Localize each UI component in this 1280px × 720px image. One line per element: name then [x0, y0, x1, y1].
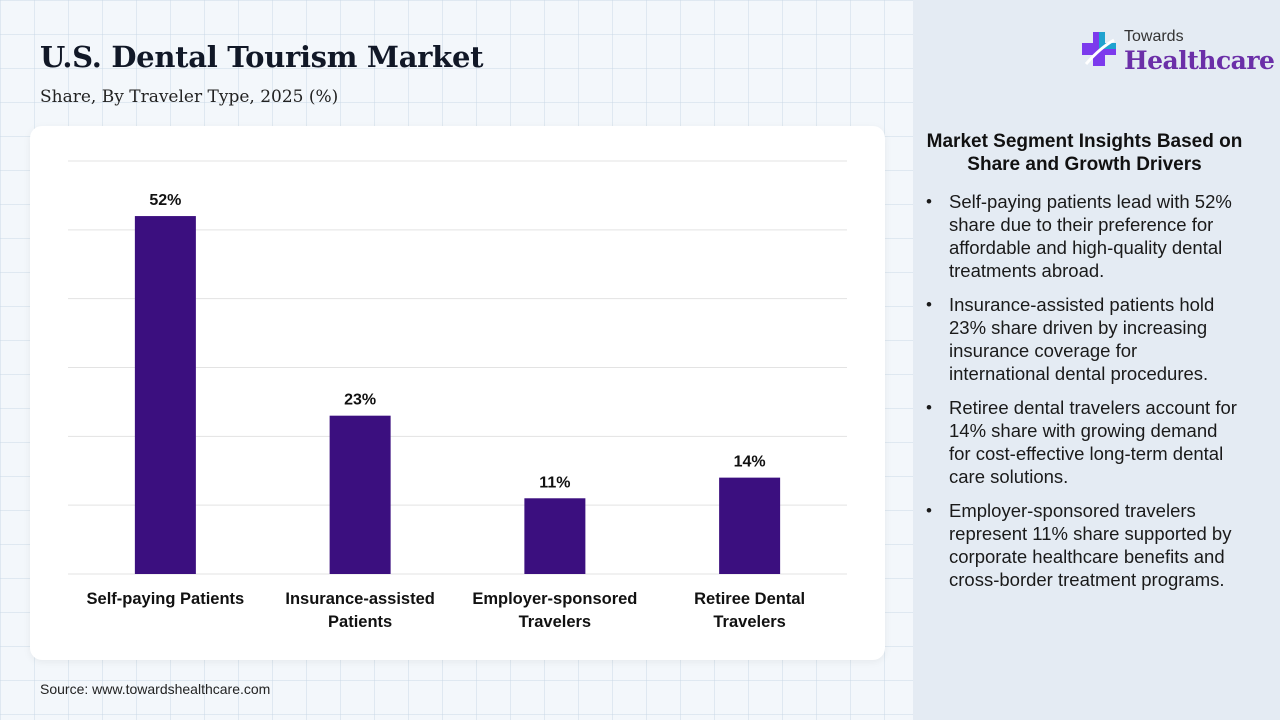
medical-cross-icon: [1082, 32, 1116, 66]
x-tick-label: Patients: [328, 613, 392, 631]
page-title: U.S. Dental Tourism Market: [40, 40, 484, 74]
data-label: 23%: [344, 392, 376, 409]
x-tick-label: Travelers: [519, 613, 591, 631]
insight-item: Retiree dental travelers account for 14%…: [922, 396, 1242, 488]
insight-item: Employer-sponsored travelers represent 1…: [922, 499, 1242, 591]
insights-list: Self-paying patients lead with 52% share…: [922, 190, 1242, 602]
bar: [329, 415, 391, 574]
logo-text-top: Towards: [1124, 28, 1184, 45]
x-tick-label: Retiree Dental: [694, 590, 805, 608]
bar-chart: 52% Self-paying Patients 23% Insurance-assi…: [68, 160, 847, 631]
data-label: 14%: [734, 454, 766, 471]
bar: [134, 216, 196, 575]
data-label: 11%: [539, 474, 570, 491]
insight-item: Insurance-assisted patients hold 23% sha…: [922, 293, 1242, 385]
x-tick-label: Insurance-assisted: [285, 590, 434, 608]
towards-healthcare-logo: Towards Healthcare: [1080, 28, 1275, 78]
logo-text-bottom: Healthcare: [1124, 46, 1275, 75]
bar: [719, 477, 781, 574]
x-tick-label: Self-paying Patients: [87, 590, 245, 608]
insight-item: Self-paying patients lead with 52% share…: [922, 190, 1242, 282]
data-label: 52%: [149, 192, 181, 209]
bar: [524, 498, 586, 574]
chart-card: 52% Self-paying Patients 23% Insurance-assi…: [30, 126, 885, 660]
insights-title: Market Segment Insights Based on Share a…: [926, 131, 1243, 175]
page-subtitle: Share, By Traveler Type, 2025 (%): [40, 87, 339, 107]
x-tick-label: Travelers: [713, 613, 785, 631]
source-note: Source: www.towardshealthcare.com: [40, 681, 271, 697]
x-tick-label: Employer-sponsored: [472, 590, 637, 608]
